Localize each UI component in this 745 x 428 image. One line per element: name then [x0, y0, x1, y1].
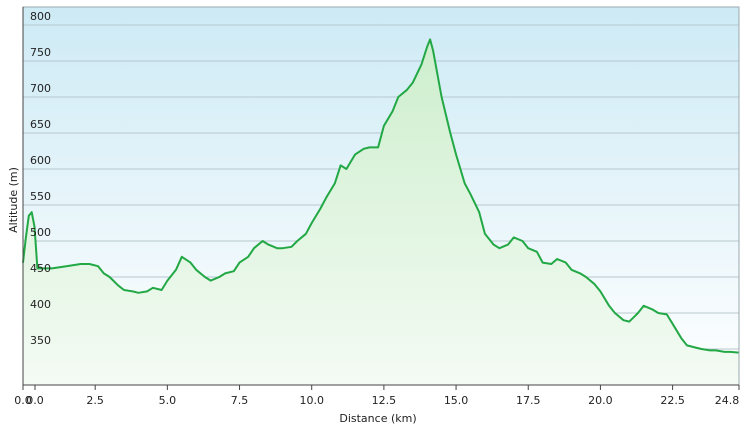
x-tick-label: 0.0: [26, 394, 44, 407]
y-tick-label: 550: [30, 190, 51, 203]
y-tick-label: 700: [30, 82, 51, 95]
y-axis-ticks: 350 400 450 500 550 600 650 700 750 800: [30, 10, 51, 347]
x-axis-label: Distance (km): [339, 412, 416, 425]
y-tick-label: 600: [30, 154, 51, 167]
elevation-area: [23, 39, 739, 386]
x-tick-label: 5.0: [159, 394, 177, 407]
x-tick-label: 12.5: [372, 394, 397, 407]
y-tick-label: 350: [30, 334, 51, 347]
x-tick-label: 15.0: [444, 394, 469, 407]
x-tick-label: 24.8: [715, 394, 740, 407]
x-tick-label: 0.0: [14, 394, 32, 407]
y-tick-label: 450: [30, 262, 51, 275]
x-tick-label: 2.5: [86, 394, 104, 407]
y-tick-label: 500: [30, 226, 51, 239]
x-tick-label: 10.0: [299, 394, 324, 407]
elevation-line: [22, 38, 740, 354]
x-tick-label: 20.0: [588, 394, 613, 407]
x-tick-label: 22.5: [660, 394, 685, 407]
y-tick-label: 400: [30, 298, 51, 311]
x-axis-ticks: 0.00.0 2.5 5.0 7.5 10.0 12.5 15.0 17.5 20.0 22.5 2…: [14, 385, 740, 407]
y-tick-label: 650: [30, 118, 51, 131]
x-tick-label: 17.5: [516, 394, 541, 407]
y-axis-label: Altitude (m): [7, 167, 20, 233]
x-tick-label: 7.5: [231, 394, 249, 407]
y-tick-label: 800: [30, 10, 51, 23]
y-tick-label: 750: [30, 46, 51, 59]
